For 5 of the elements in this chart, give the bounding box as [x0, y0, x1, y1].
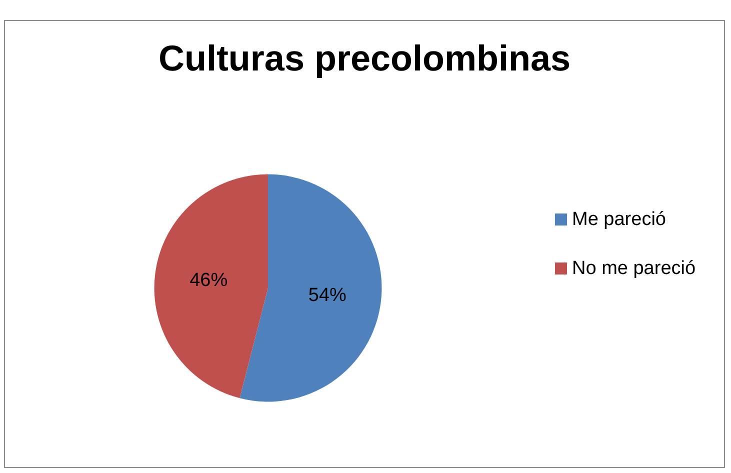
data-label: 46%	[190, 270, 228, 291]
legend-label: No me pareció	[572, 258, 696, 279]
legend-label: Me pareció	[572, 209, 666, 230]
chart-title: Culturas precolombinas	[158, 38, 571, 78]
data-label: 54%	[308, 285, 347, 306]
